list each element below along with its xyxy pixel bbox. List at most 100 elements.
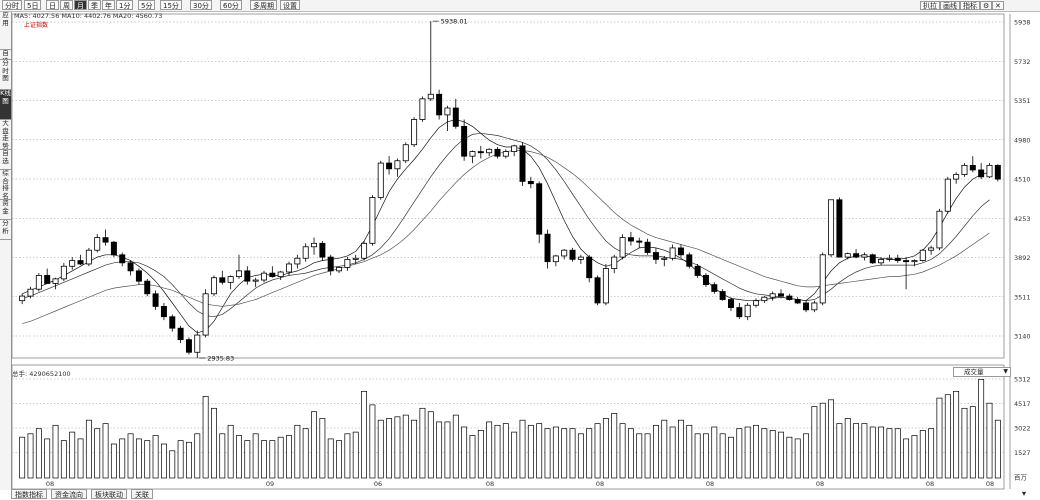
candle xyxy=(669,244,676,261)
candle xyxy=(119,252,126,267)
candle xyxy=(552,254,559,267)
candle-body xyxy=(786,295,793,300)
volume-bar xyxy=(569,428,576,479)
sidebar-item-0[interactable]: 应用 xyxy=(0,12,11,50)
volume-bar xyxy=(427,411,434,479)
sidebar-item-5[interactable]: 自选 xyxy=(0,150,11,170)
candle xyxy=(319,241,326,261)
period-button-10[interactable]: 30分 xyxy=(190,0,212,10)
volume-bar xyxy=(227,424,234,479)
volume-bar xyxy=(686,424,693,479)
candle xyxy=(711,282,718,294)
tool-button-3[interactable]: ⚙ xyxy=(980,1,993,10)
tool-button-1[interactable]: 画线 xyxy=(940,1,960,10)
volume-bar xyxy=(494,424,501,479)
candle xyxy=(52,277,59,290)
period-button-0[interactable]: 分时 xyxy=(2,0,22,10)
volume-bar xyxy=(577,433,584,479)
volume-bar xyxy=(152,435,159,479)
period-button-13[interactable]: 设置 xyxy=(280,0,300,10)
candle xyxy=(227,275,234,290)
period-button-8[interactable]: 5分 xyxy=(138,0,156,10)
candle xyxy=(794,297,801,305)
bottom-tab-1[interactable]: 资金流向 xyxy=(51,489,87,499)
volume-bar xyxy=(211,407,217,479)
bottom-tab-3[interactable]: 关联 xyxy=(131,489,153,499)
price-axis-label: 5732 xyxy=(1014,58,1031,66)
sidebar-item-2[interactable]: 分时图 xyxy=(0,60,11,90)
candle xyxy=(277,270,284,281)
candle-body xyxy=(661,257,668,260)
volume-bar xyxy=(419,407,426,479)
volume-bar xyxy=(85,419,92,479)
period-button-6[interactable]: 年 xyxy=(102,0,115,10)
volume-bar xyxy=(202,396,209,479)
period-button-2[interactable]: 日 xyxy=(46,0,59,10)
candle-body xyxy=(669,247,676,259)
candle xyxy=(819,252,826,306)
candle-body xyxy=(85,249,92,265)
sidebar-item-6[interactable]: 综合排名 xyxy=(0,170,11,200)
candle-body xyxy=(819,254,826,304)
candle-body xyxy=(986,164,993,178)
volume-bar xyxy=(169,450,176,479)
sidebar-item-8[interactable]: 分析 xyxy=(0,220,11,240)
period-button-7[interactable]: 1分 xyxy=(116,0,134,10)
candle xyxy=(469,150,476,164)
volume-bar xyxy=(703,433,709,479)
candle-body xyxy=(269,272,276,277)
candle xyxy=(486,148,493,157)
volume-bar xyxy=(919,430,926,479)
candle xyxy=(594,275,601,306)
period-button-3[interactable]: 周 xyxy=(60,0,73,10)
candle xyxy=(611,254,618,274)
volume-bar xyxy=(844,418,851,479)
volume-bar xyxy=(219,433,226,479)
period-button-4[interactable]: 月 xyxy=(74,0,87,10)
candle xyxy=(736,302,743,320)
candle xyxy=(311,237,318,255)
candle xyxy=(894,254,901,263)
period-button-11[interactable]: 60分 xyxy=(220,0,242,10)
candle xyxy=(77,254,84,266)
candle xyxy=(177,325,184,344)
sidebar-item-4[interactable]: 大盘走势 xyxy=(0,120,11,150)
candle xyxy=(586,254,593,283)
candle-body xyxy=(853,253,860,258)
volume-bar xyxy=(969,406,976,479)
period-button-1[interactable]: 5日 xyxy=(24,0,42,10)
period-button-9[interactable]: 15分 xyxy=(160,0,182,10)
period-button-5[interactable]: 季 xyxy=(88,0,101,10)
volume-bar xyxy=(903,438,910,479)
candle xyxy=(369,195,376,246)
sidebar-item-1[interactable]: 自选 xyxy=(0,50,11,60)
tool-button-4[interactable]: ✕ xyxy=(992,1,1004,10)
candle xyxy=(235,254,242,279)
volume-bar xyxy=(377,419,384,479)
grid-lines xyxy=(11,13,1011,490)
candle xyxy=(686,252,693,269)
volume-bar xyxy=(794,438,801,479)
candle-body xyxy=(27,288,34,297)
bottom-tab-0[interactable]: 指数指标 xyxy=(11,489,47,499)
chevron-down-icon: ▼ xyxy=(1003,368,1008,375)
sidebar-item-3[interactable]: K线图 xyxy=(0,90,11,120)
period-button-12[interactable]: 多周期 xyxy=(250,0,277,10)
candle xyxy=(577,254,584,264)
sidebar-item-7[interactable]: 资金 xyxy=(0,200,11,220)
candle xyxy=(869,253,876,264)
tool-button-0[interactable]: 扒拉 xyxy=(920,1,940,10)
candle xyxy=(427,21,434,102)
volume-bars xyxy=(19,379,1001,479)
chevron-down-icon[interactable]: ▾ xyxy=(1022,489,1027,498)
volume-indicator-dropdown[interactable]: 成交量 ▼ xyxy=(953,367,1011,377)
bottom-tab-2[interactable]: 板块联动 xyxy=(91,489,127,499)
tool-button-2[interactable]: 指标 xyxy=(960,1,980,10)
candle-body xyxy=(77,260,84,265)
volume-bar xyxy=(836,423,843,479)
candle-body xyxy=(736,307,743,318)
candle-body xyxy=(652,252,659,260)
candle-body xyxy=(102,237,109,243)
candle-body xyxy=(110,241,117,256)
volume-panel-border xyxy=(11,364,1005,490)
